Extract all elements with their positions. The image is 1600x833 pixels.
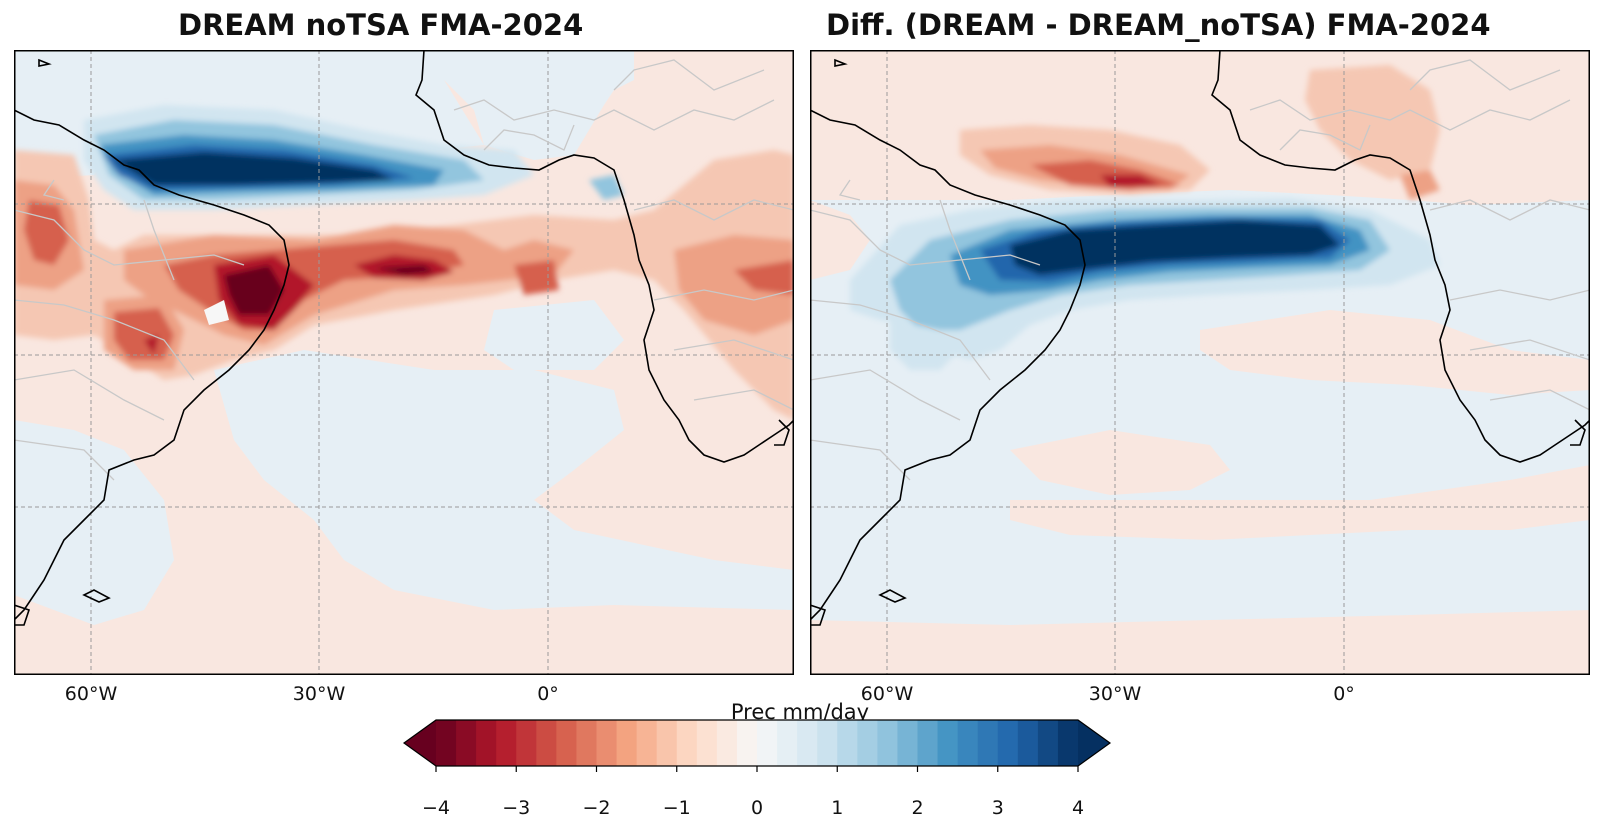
right-lon-tick-60w: 60°W — [860, 683, 914, 705]
left-map-title: DREAM noTSA FMA-2024 — [178, 8, 584, 42]
colorbar-extend-low — [404, 720, 436, 766]
colorbar-tick-label: −4 — [421, 797, 451, 819]
light-blue-region-sw — [14, 420, 174, 625]
colorbar-segment — [897, 720, 919, 766]
colorbar-segment — [877, 720, 899, 766]
coastlines — [14, 50, 794, 626]
colorbar-segment — [957, 720, 979, 766]
colorbar-segment — [436, 720, 457, 766]
left-lon-tick-0: 0° — [537, 683, 559, 705]
colorbar-segment — [1037, 720, 1059, 766]
light-red-region-north — [810, 50, 1590, 205]
colorbar-segment — [757, 720, 778, 766]
colorbar-segment — [917, 720, 939, 766]
left-lon-tick-60w: 60°W — [64, 683, 118, 705]
colorbar-segment — [696, 720, 718, 766]
negative-precip-band — [14, 150, 794, 420]
gridlines — [14, 50, 794, 675]
colorbar-segment — [1057, 720, 1079, 766]
colorbar-segment — [616, 720, 638, 766]
colorbar-tick-label: 3 — [991, 797, 1004, 819]
colorbar-tick-label: 1 — [831, 797, 844, 819]
colorbar-segment — [937, 720, 959, 766]
gridlines — [810, 50, 1590, 675]
right-map-title: Diff. (DREAM - DREAM_noTSA) FMA-2024 — [826, 8, 1491, 42]
colorbar-segment — [676, 720, 698, 766]
colorbar-segment — [716, 720, 738, 766]
colorbar-segment — [857, 720, 878, 766]
right-lon-tick-0: 0° — [1333, 683, 1355, 705]
left-precip-map — [14, 50, 794, 675]
colorbar-tick-label: −1 — [662, 797, 691, 819]
colorbar-segment — [837, 720, 858, 766]
right-diff-map — [810, 50, 1590, 675]
negative-diff-blobs — [960, 65, 1440, 312]
colorbar-outline — [402, 719, 1112, 767]
right-lon-tick-30w: 30°W — [1088, 683, 1142, 705]
coastlines — [810, 50, 1590, 626]
light-blue-region-north — [14, 50, 634, 180]
colorbar-segment — [636, 720, 658, 766]
colorbar-segment — [656, 720, 678, 766]
colorbar-tick-label: −3 — [502, 797, 531, 819]
colorbar-tick-label: −2 — [582, 797, 611, 819]
colorbar-segment — [797, 720, 818, 766]
colorbar-segment — [777, 720, 798, 766]
left-lon-tick-30w: 30°W — [292, 683, 346, 705]
colorbar-segment — [456, 720, 477, 766]
colorbar-tick-label: 0 — [750, 797, 764, 819]
colorbar-segment — [496, 720, 517, 766]
colorbar-segment — [516, 720, 537, 766]
positive-diff-band — [850, 198, 1440, 370]
colorbar-segment — [1017, 720, 1039, 766]
colorbar-tick-label: 4 — [1071, 797, 1085, 819]
colorbar-extend-high — [1078, 720, 1110, 766]
colorbar-segment — [596, 720, 618, 766]
colorbar-segment — [536, 720, 557, 766]
country-borders — [14, 59, 794, 481]
colorbar-segment — [576, 720, 598, 766]
light-blue-region-south — [214, 350, 794, 610]
colorbar-segment — [817, 720, 838, 766]
light-blue-blob-mid — [484, 300, 624, 370]
colorbar-segment — [997, 720, 1019, 766]
colorbar-label: Prec mm/day — [730, 700, 870, 724]
colorbar-tick-label: 2 — [911, 797, 924, 819]
colorbar-segment — [476, 720, 497, 766]
positive-precip-band — [84, 105, 624, 210]
colorbar-segment — [977, 720, 999, 766]
colorbar-segment — [736, 720, 758, 766]
colorbar-segment — [556, 720, 578, 766]
country-borders — [810, 59, 1590, 481]
